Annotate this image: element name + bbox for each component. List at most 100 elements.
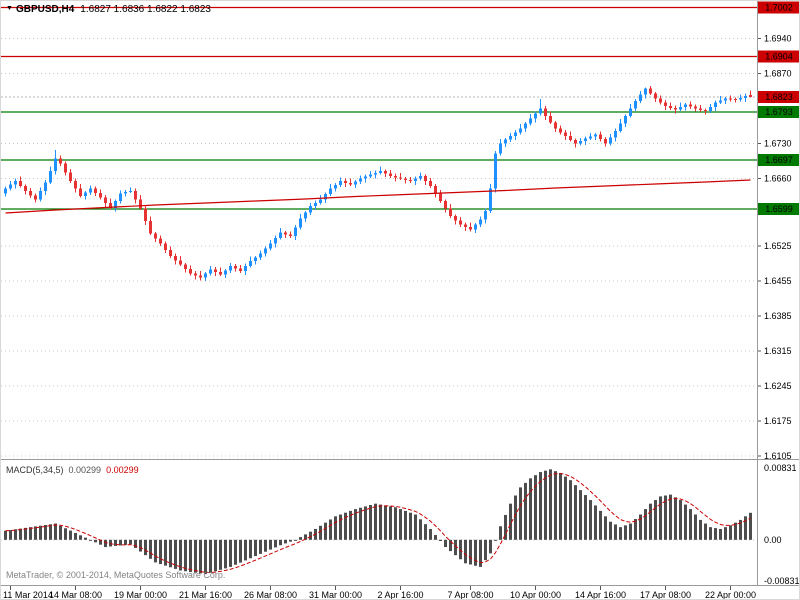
- trend-ma-line: [5, 179, 751, 214]
- macd-histogram-bar: [199, 539, 202, 574]
- candle-body: [64, 163, 67, 173]
- candle-body: [634, 101, 637, 109]
- candle-body: [379, 171, 382, 173]
- candle-body: [209, 269, 212, 274]
- macd-histogram-bar: [214, 539, 217, 572]
- candle-body: [159, 238, 162, 244]
- macd-histogram-bar: [539, 472, 542, 540]
- macd-histogram-bar: [679, 500, 682, 540]
- macd-histogram-bar: [259, 539, 262, 554]
- macd-histogram-bar: [484, 539, 487, 561]
- macd-histogram-bar: [404, 510, 407, 540]
- candle-body: [719, 100, 722, 103]
- candle-body: [314, 203, 317, 206]
- macd-histogram-bar: [174, 539, 177, 569]
- macd-histogram-bar: [584, 495, 587, 540]
- macd-histogram-bar: [244, 539, 247, 561]
- candle-body: [724, 98, 727, 101]
- macd-histogram-bar: [444, 539, 447, 548]
- macd-histogram-bar: [454, 539, 457, 556]
- candle-body: [414, 178, 417, 181]
- candle-body: [79, 188, 82, 196]
- time-axis-label: 21 Mar 16:00: [179, 590, 232, 600]
- macd-histogram-bar: [24, 527, 27, 540]
- candle-body: [729, 98, 732, 100]
- macd-histogram-bar: [644, 509, 647, 540]
- macd-histogram-bar: [279, 539, 282, 546]
- macd-histogram-bar: [294, 539, 297, 541]
- time-axis-label: 14 Mar 08:00: [49, 590, 102, 600]
- candle-body: [104, 197, 107, 203]
- candle-body: [504, 139, 507, 144]
- candle-body: [444, 201, 447, 209]
- price-level-label: 1.6697: [765, 155, 793, 165]
- candle-body: [34, 195, 37, 200]
- candle-body: [319, 199, 322, 203]
- macd-histogram-bar: [204, 539, 207, 575]
- macd-axis-label: -0.00831: [764, 576, 800, 586]
- macd-histogram-bar: [149, 539, 152, 559]
- macd-histogram-bar: [34, 526, 37, 540]
- macd-histogram-bar: [264, 539, 267, 552]
- time-axis-label: 10 Apr 00:00: [510, 590, 561, 600]
- macd-histogram-bar: [604, 516, 607, 540]
- macd-histogram-bar: [634, 519, 637, 540]
- candle-body: [554, 122, 557, 129]
- price-axis-label: 1.6660: [764, 174, 792, 184]
- candle-body: [44, 182, 47, 191]
- candle-body: [144, 208, 147, 221]
- time-axis-label: 7 Apr 08:00: [447, 590, 493, 600]
- candle-body: [474, 224, 477, 230]
- macd-histogram-bar: [579, 490, 582, 540]
- candle-body: [139, 199, 142, 209]
- macd-value: 0.00299: [68, 465, 102, 475]
- candle-body: [624, 116, 627, 124]
- macd-histogram-bar: [249, 539, 252, 559]
- macd-histogram-bar: [239, 539, 242, 563]
- macd-histogram-bar: [89, 539, 92, 541]
- candle-body: [539, 108, 542, 114]
- candle-body: [589, 136, 592, 139]
- candle-body: [639, 94, 642, 101]
- macd-histogram-bar: [699, 519, 702, 540]
- candle-body: [739, 98, 742, 100]
- candle-body: [299, 218, 302, 228]
- candle-body: [309, 206, 312, 213]
- candle-body: [269, 243, 272, 249]
- price-level-label: 1.6793: [765, 107, 793, 117]
- chart-collapse-icon[interactable]: ▼: [6, 5, 13, 12]
- macd-histogram-bar: [629, 523, 632, 540]
- candle-body: [24, 186, 27, 191]
- candle-body: [629, 108, 632, 116]
- macd-histogram-bar: [194, 539, 197, 573]
- macd-histogram-bar: [179, 539, 182, 571]
- candle-body: [649, 88, 652, 94]
- candle-body: [189, 269, 192, 274]
- candle-body: [574, 140, 577, 144]
- candle-body: [39, 191, 42, 200]
- macd-signal-value: 0.00299: [106, 465, 139, 475]
- macd-histogram-bar: [184, 539, 187, 572]
- candle-body: [594, 134, 597, 137]
- candle-body: [344, 181, 347, 183]
- macd-histogram-bar: [439, 539, 442, 541]
- price-level-label: 1.6904: [765, 52, 793, 62]
- candle-body: [349, 183, 352, 185]
- candle-body: [254, 257, 257, 261]
- macd-histogram-bar: [389, 506, 392, 540]
- macd-histogram-bar: [704, 523, 707, 540]
- copyright-text: MetaTrader, © 2001-2014, MetaQuotes Soft…: [6, 570, 226, 580]
- macd-histogram-bar: [9, 530, 12, 540]
- candle-body: [439, 193, 442, 201]
- macd-histogram-bar: [374, 503, 377, 540]
- candle-body: [9, 184, 12, 189]
- candle-body: [134, 191, 137, 200]
- candle-body: [14, 181, 17, 185]
- candle-body: [239, 268, 242, 271]
- candle-body: [219, 272, 222, 275]
- price-axis-label: 1.6315: [764, 346, 792, 356]
- macd-histogram-bar: [219, 539, 222, 570]
- macd-histogram-bar: [14, 529, 17, 540]
- candle-body: [354, 181, 357, 185]
